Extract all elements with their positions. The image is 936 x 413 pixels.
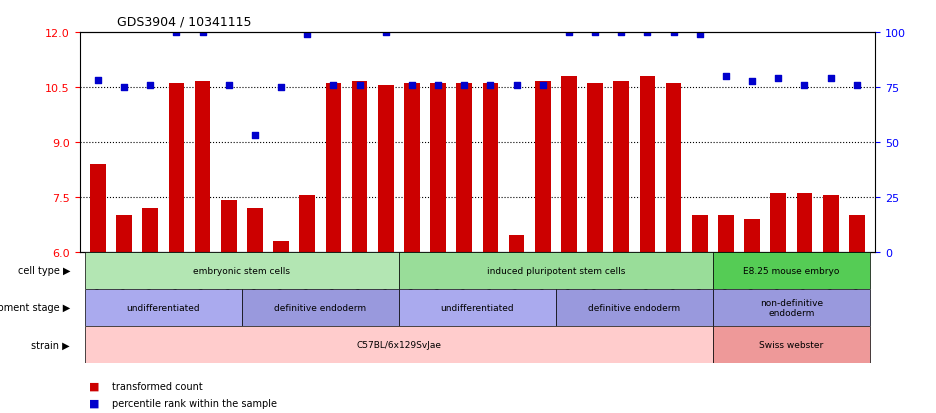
Point <box>378 30 393 36</box>
Bar <box>431 84 446 252</box>
Bar <box>85 252 399 289</box>
Point <box>562 30 577 36</box>
Bar <box>352 82 368 252</box>
Bar <box>195 82 211 252</box>
Bar <box>639 77 655 252</box>
Bar <box>713 252 870 289</box>
Bar <box>561 77 577 252</box>
Bar <box>404 84 419 252</box>
Bar <box>509 235 524 252</box>
Bar <box>142 208 158 252</box>
Bar <box>849 216 865 252</box>
Bar <box>535 82 550 252</box>
Bar <box>247 208 263 252</box>
Point <box>195 30 210 36</box>
Bar <box>221 201 237 252</box>
Text: ■: ■ <box>89 381 99 391</box>
Bar <box>241 289 399 326</box>
Point <box>849 83 864 89</box>
Point <box>719 74 734 80</box>
Text: development stage ▶: development stage ▶ <box>0 303 70 313</box>
Bar <box>300 195 315 252</box>
Point <box>745 79 760 85</box>
Text: strain ▶: strain ▶ <box>32 340 70 350</box>
Text: E8.25 mouse embryo: E8.25 mouse embryo <box>743 266 840 275</box>
Bar <box>713 289 870 326</box>
Point <box>91 77 106 84</box>
Point <box>457 83 472 89</box>
Point <box>404 83 419 89</box>
Text: embryonic stem cells: embryonic stem cells <box>194 266 290 275</box>
Point <box>640 30 655 36</box>
Text: ■: ■ <box>89 398 99 408</box>
Point <box>273 85 288 91</box>
Text: Swiss webster: Swiss webster <box>759 340 824 349</box>
Text: definitive endoderm: definitive endoderm <box>589 303 680 312</box>
Point <box>247 132 262 138</box>
Bar <box>718 216 734 252</box>
Text: undifferentiated: undifferentiated <box>441 303 514 312</box>
Text: cell type ▶: cell type ▶ <box>18 266 70 275</box>
Point <box>823 75 838 82</box>
Point <box>326 83 341 89</box>
Point <box>483 83 498 89</box>
Point <box>614 30 629 36</box>
Point <box>666 30 681 36</box>
Bar <box>326 84 342 252</box>
Text: definitive endoderm: definitive endoderm <box>274 303 366 312</box>
Bar <box>399 289 556 326</box>
Text: transformed count: transformed count <box>112 381 203 391</box>
Point <box>117 85 132 91</box>
Bar <box>85 326 713 363</box>
Point <box>509 83 524 89</box>
Point <box>588 30 603 36</box>
Bar <box>770 194 786 252</box>
Bar <box>90 164 106 252</box>
Bar <box>483 84 498 252</box>
Bar <box>744 219 760 252</box>
Bar <box>556 289 713 326</box>
Text: induced pluripotent stem cells: induced pluripotent stem cells <box>487 266 625 275</box>
Point <box>168 30 183 36</box>
Text: undifferentiated: undifferentiated <box>126 303 200 312</box>
Point <box>431 83 446 89</box>
Text: C57BL/6x129SvJae: C57BL/6x129SvJae <box>357 340 442 349</box>
Bar <box>116 216 132 252</box>
Bar <box>457 84 472 252</box>
Bar <box>85 289 241 326</box>
Bar <box>692 216 708 252</box>
Point <box>797 83 812 89</box>
Point <box>693 31 708 38</box>
Text: non-definitive
endoderm: non-definitive endoderm <box>760 298 823 317</box>
Point <box>142 83 157 89</box>
Bar <box>613 82 629 252</box>
Bar <box>713 326 870 363</box>
Point <box>221 83 236 89</box>
Bar <box>797 194 812 252</box>
Bar <box>399 252 713 289</box>
Text: percentile rank within the sample: percentile rank within the sample <box>112 398 277 408</box>
Bar <box>273 241 289 252</box>
Text: GDS3904 / 10341115: GDS3904 / 10341115 <box>117 16 252 29</box>
Bar <box>378 86 394 252</box>
Bar <box>823 195 839 252</box>
Point <box>771 75 786 82</box>
Bar <box>168 84 184 252</box>
Point <box>300 31 314 38</box>
Bar <box>665 84 681 252</box>
Point <box>535 83 550 89</box>
Point <box>352 83 367 89</box>
Bar <box>587 84 603 252</box>
